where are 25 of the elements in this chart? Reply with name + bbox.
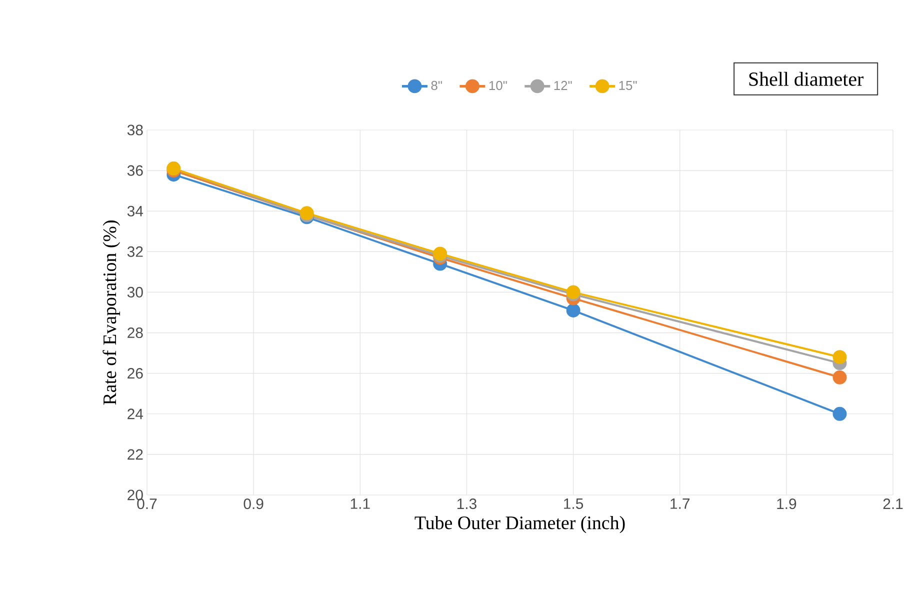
- x-tick-label: 1.9: [777, 498, 796, 510]
- x-tick-label: 0.7: [137, 498, 157, 510]
- y-axis-title: Rate of Evaporation (%): [102, 220, 120, 405]
- y-tick-label: 28: [128, 327, 143, 338]
- y-tick-label: 22: [128, 449, 143, 460]
- y-tick-label: 24: [128, 408, 144, 420]
- y-tick-label: 36: [127, 165, 143, 176]
- legend-label: 10": [489, 80, 507, 90]
- x-tick-label: 1.5: [564, 498, 584, 509]
- y-tick-label: 26: [128, 368, 143, 379]
- x-tick-label: 0.9: [244, 498, 264, 510]
- legend-label: 8": [431, 80, 442, 90]
- x-tick-label: 1.3: [457, 498, 476, 510]
- y-tick-label: 20: [128, 490, 143, 500]
- legend-label: 12": [554, 80, 572, 90]
- y-tick-label: 34: [127, 206, 144, 216]
- legend-label: 15": [619, 81, 637, 90]
- y-tick-label: 38: [127, 124, 143, 136]
- legend-title: Shell diameter: [749, 72, 864, 86]
- x-tick-label: 2.1: [883, 498, 903, 509]
- x-axis-title: Tube Outer Diameter (inch): [414, 516, 625, 534]
- y-tick-label: 32: [127, 246, 143, 257]
- x-tick-label: 1.7: [670, 498, 690, 509]
- y-tick-label: 30: [127, 286, 143, 298]
- x-tick-label: 1.1: [350, 498, 370, 509]
